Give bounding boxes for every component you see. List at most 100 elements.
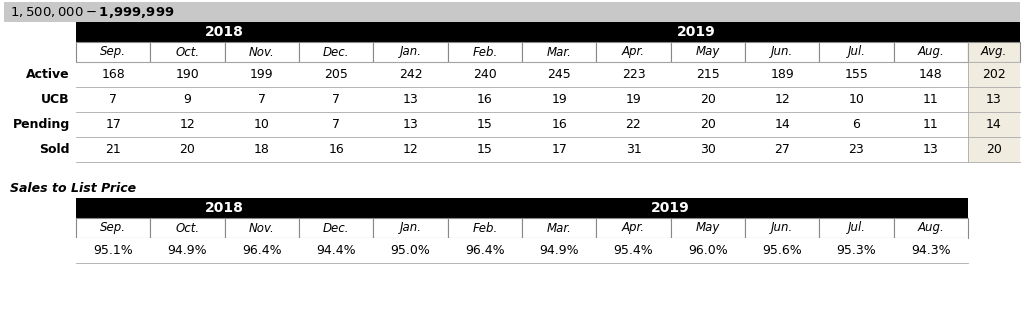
Text: Active: Active: [27, 68, 70, 81]
Text: Jul.: Jul.: [848, 45, 865, 58]
Bar: [596, 42, 671, 62]
Bar: [76, 198, 968, 218]
Bar: [224, 42, 299, 62]
Text: 95.1%: 95.1%: [93, 244, 133, 257]
Text: 94.9%: 94.9%: [168, 244, 207, 257]
Text: 13: 13: [923, 143, 939, 156]
Bar: [76, 218, 968, 238]
Bar: [299, 218, 374, 238]
Text: Feb.: Feb.: [472, 45, 498, 58]
Text: 94.9%: 94.9%: [540, 244, 579, 257]
Text: 96.0%: 96.0%: [688, 244, 728, 257]
Text: 11: 11: [923, 93, 939, 106]
Bar: [374, 42, 447, 62]
Text: May: May: [695, 45, 720, 58]
Text: 95.0%: 95.0%: [390, 244, 430, 257]
Text: UCB: UCB: [41, 93, 70, 106]
Text: 155: 155: [845, 68, 868, 81]
Text: Jun.: Jun.: [771, 221, 794, 234]
Bar: [76, 218, 151, 238]
Text: 12: 12: [774, 93, 791, 106]
Text: Jul.: Jul.: [848, 221, 865, 234]
Text: 12: 12: [402, 143, 419, 156]
Text: 95.4%: 95.4%: [613, 244, 653, 257]
Bar: [76, 42, 151, 62]
Text: 6: 6: [853, 118, 860, 131]
Text: 15: 15: [477, 143, 493, 156]
Bar: [224, 218, 299, 238]
Text: 13: 13: [402, 93, 419, 106]
Text: 16: 16: [329, 143, 344, 156]
Text: 148: 148: [919, 68, 943, 81]
Text: 190: 190: [176, 68, 200, 81]
Text: 12: 12: [179, 118, 196, 131]
Text: Feb.: Feb.: [472, 221, 498, 234]
Bar: [745, 42, 819, 62]
Text: 13: 13: [402, 118, 419, 131]
Text: 2019: 2019: [677, 25, 716, 39]
Text: 14: 14: [774, 118, 791, 131]
Text: 20: 20: [179, 143, 196, 156]
Text: 95.3%: 95.3%: [837, 244, 877, 257]
Text: 168: 168: [101, 68, 125, 81]
Text: 202: 202: [982, 68, 1006, 81]
Text: $1,500,000 - $1,999,999: $1,500,000 - $1,999,999: [10, 4, 174, 19]
Bar: [447, 42, 522, 62]
Text: 199: 199: [250, 68, 273, 81]
Text: Sold: Sold: [40, 143, 70, 156]
Text: 95.6%: 95.6%: [762, 244, 802, 257]
Text: 94.4%: 94.4%: [316, 244, 356, 257]
Text: 2018: 2018: [205, 25, 244, 39]
Text: Aug.: Aug.: [918, 221, 944, 234]
Text: 19: 19: [551, 93, 567, 106]
Bar: [151, 218, 224, 238]
Text: 245: 245: [547, 68, 571, 81]
Text: 21: 21: [105, 143, 121, 156]
Text: 189: 189: [770, 68, 794, 81]
Text: 18: 18: [254, 143, 269, 156]
Text: 96.4%: 96.4%: [465, 244, 505, 257]
Bar: [894, 42, 968, 62]
Text: 31: 31: [626, 143, 641, 156]
Bar: [522, 42, 596, 62]
Bar: [299, 42, 374, 62]
Bar: [4, 2, 1020, 22]
Text: 30: 30: [699, 143, 716, 156]
Text: May: May: [695, 221, 720, 234]
Text: 7: 7: [258, 93, 266, 106]
Text: Sep.: Sep.: [100, 221, 126, 234]
Bar: [596, 218, 671, 238]
Text: 20: 20: [986, 143, 1001, 156]
Text: 10: 10: [849, 93, 864, 106]
Bar: [76, 42, 1020, 62]
Text: 240: 240: [473, 68, 497, 81]
Bar: [374, 218, 447, 238]
Text: 22: 22: [626, 118, 641, 131]
Text: Apr.: Apr.: [622, 221, 645, 234]
Text: 215: 215: [696, 68, 720, 81]
Bar: [968, 112, 1020, 137]
Text: 23: 23: [849, 143, 864, 156]
Text: Pending: Pending: [12, 118, 70, 131]
Bar: [968, 62, 1020, 87]
Text: Nov.: Nov.: [249, 45, 274, 58]
Text: Dec.: Dec.: [323, 45, 349, 58]
Bar: [968, 137, 1020, 162]
Text: Aug.: Aug.: [918, 45, 944, 58]
Bar: [76, 22, 1020, 42]
Bar: [819, 42, 894, 62]
Text: Jun.: Jun.: [771, 45, 794, 58]
Bar: [745, 218, 819, 238]
Text: 17: 17: [551, 143, 567, 156]
Text: 205: 205: [325, 68, 348, 81]
Text: 94.3%: 94.3%: [911, 244, 950, 257]
Text: 14: 14: [986, 118, 1001, 131]
Text: 17: 17: [105, 118, 121, 131]
Text: 2019: 2019: [651, 201, 690, 215]
Bar: [968, 87, 1020, 112]
Text: 2018: 2018: [205, 201, 244, 215]
Text: Apr.: Apr.: [622, 45, 645, 58]
Text: 15: 15: [477, 118, 493, 131]
Text: Dec.: Dec.: [323, 221, 349, 234]
Text: 11: 11: [923, 118, 939, 131]
